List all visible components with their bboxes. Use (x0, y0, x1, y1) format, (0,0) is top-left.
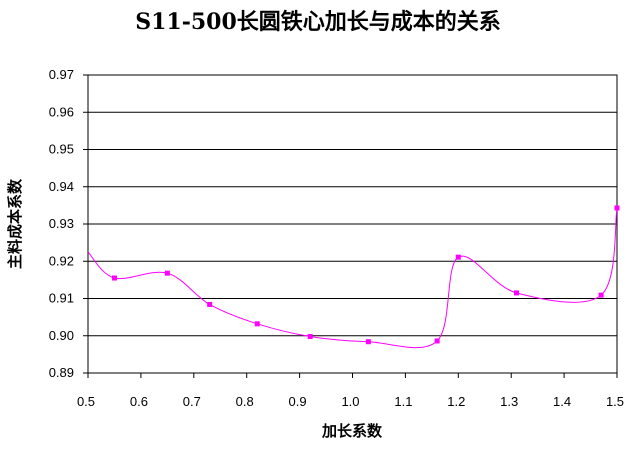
y-tick-label: 0.97 (49, 67, 74, 82)
x-tick-label: 0.8 (236, 394, 254, 409)
x-tick-label: 0.7 (183, 394, 201, 409)
chart-title: S11-500长圆铁心加长与成本的关系 (135, 9, 501, 35)
x-tick-label: 0.6 (130, 394, 148, 409)
y-tick-label: 0.92 (49, 253, 74, 268)
y-tick-label: 0.96 (49, 104, 74, 119)
data-point (598, 292, 604, 298)
data-point (164, 270, 170, 276)
y-tick-labels: 0.97 0.96 0.95 0.94 0.93 0.92 0.91 0.90 0.89 (49, 67, 88, 380)
data-point (365, 339, 371, 345)
x-tick-label: 0.9 (289, 394, 307, 409)
data-point (111, 275, 117, 281)
y-tick-label: 0.90 (49, 328, 74, 343)
x-tick-label: 1.2 (447, 394, 465, 409)
y-tick-label: 0.95 (49, 142, 74, 157)
x-tick-label: 1.4 (553, 394, 571, 409)
x-axis-label: 加长系数 (321, 422, 383, 440)
x-tick-label: 1.0 (341, 394, 359, 409)
x-tick-label: 0.5 (77, 394, 95, 409)
data-point (254, 321, 260, 327)
data-point (455, 254, 461, 260)
y-tick-label: 0.94 (49, 179, 74, 194)
x-tick-labels: 0.5 0.6 0.7 0.8 0.9 1.0 1.1 1.2 1.3 1.4 1.5 (77, 373, 624, 409)
y-tick-label: 0.89 (49, 365, 74, 380)
x-tick-label: 1.5 (606, 394, 624, 409)
data-point (307, 333, 313, 339)
data-point (513, 290, 519, 296)
data-point (614, 205, 620, 211)
data-point (207, 301, 213, 307)
data-point (434, 338, 440, 344)
y-tick-label: 0.93 (49, 216, 74, 231)
series-markers (111, 205, 620, 345)
y-tick-label: 0.91 (49, 291, 74, 306)
y-axis-label: 主料成本系数 (6, 178, 24, 269)
x-tick-label: 1.1 (394, 394, 412, 409)
x-tick-label: 1.3 (500, 394, 518, 409)
